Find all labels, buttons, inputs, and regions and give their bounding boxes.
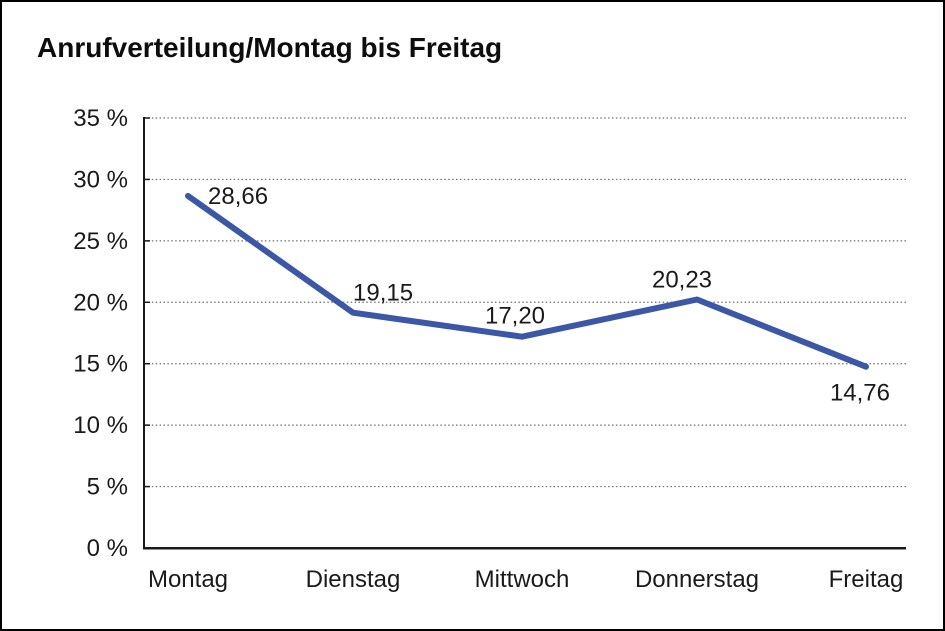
y-tick-label: 10 %: [73, 412, 128, 439]
y-tick-label: 20 %: [73, 289, 128, 316]
x-category-label: Freitag: [829, 566, 904, 593]
chart-title: Anrufverteilung/Montag bis Freitag: [37, 32, 503, 63]
data-point-label: 17,20: [485, 303, 545, 330]
data-point-label: 19,15: [353, 280, 413, 307]
y-tick-label: 15 %: [73, 351, 128, 378]
x-category-label: Donnerstag: [635, 566, 759, 593]
x-category-label: Dienstag: [306, 566, 401, 593]
x-category-label: Montag: [148, 566, 228, 593]
y-tick-label: 0 %: [87, 535, 128, 562]
data-point-label: 20,23: [652, 266, 712, 293]
data-series-line: [185, 192, 869, 370]
y-tick-label: 35 %: [73, 105, 128, 132]
y-tick-label: 25 %: [73, 228, 128, 255]
data-point-label: 28,66: [208, 183, 268, 210]
y-tick-label: 5 %: [87, 474, 128, 501]
data-point-label: 14,76: [830, 380, 890, 407]
y-tick-label: 30 %: [73, 166, 128, 193]
x-category-label: Mittwoch: [475, 566, 570, 593]
